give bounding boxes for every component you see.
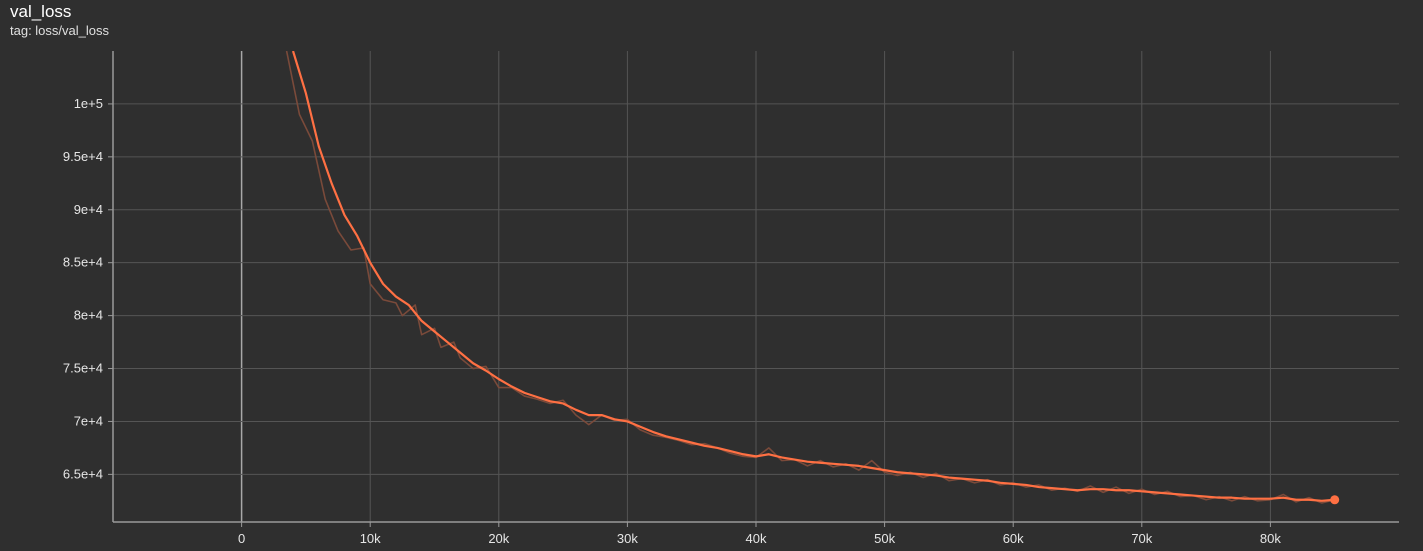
series-line-smoothed xyxy=(291,51,1335,502)
tick-labels: 0 10k 20k 30k 40k 50k 60k 70k 80k 6.5e+4 7e+4 7.5e+… xyxy=(63,96,1282,546)
x-tick-label: 70k xyxy=(1131,531,1152,546)
x-tick-label: 20k xyxy=(488,531,509,546)
y-tick-label: 7.5e+4 xyxy=(63,361,103,376)
x-tick-label: 10k xyxy=(360,531,381,546)
x-tick-label: 0 xyxy=(238,531,245,546)
series-line-raw xyxy=(285,51,1335,504)
y-tick-label: 7e+4 xyxy=(74,413,103,428)
x-tick-label: 80k xyxy=(1260,531,1281,546)
y-tick-label: 1e+5 xyxy=(74,96,103,111)
chart-tag: tag: loss/val_loss xyxy=(10,23,109,38)
x-tick-label: 50k xyxy=(874,531,895,546)
x-tick-label: 30k xyxy=(617,531,638,546)
y-tick-label: 9.5e+4 xyxy=(63,149,103,164)
chart-title: val_loss xyxy=(10,2,72,21)
y-tick-label: 9e+4 xyxy=(74,202,103,217)
axes xyxy=(108,51,1399,527)
series-endpoint-marker xyxy=(1330,495,1340,505)
grid xyxy=(113,51,1399,522)
y-tick-label: 6.5e+4 xyxy=(63,466,103,481)
x-tick-label: 60k xyxy=(1003,531,1024,546)
y-tick-label: 8e+4 xyxy=(74,308,103,323)
series xyxy=(285,51,1340,505)
x-tick-label: 40k xyxy=(746,531,767,546)
y-tick-label: 8.5e+4 xyxy=(63,255,103,270)
